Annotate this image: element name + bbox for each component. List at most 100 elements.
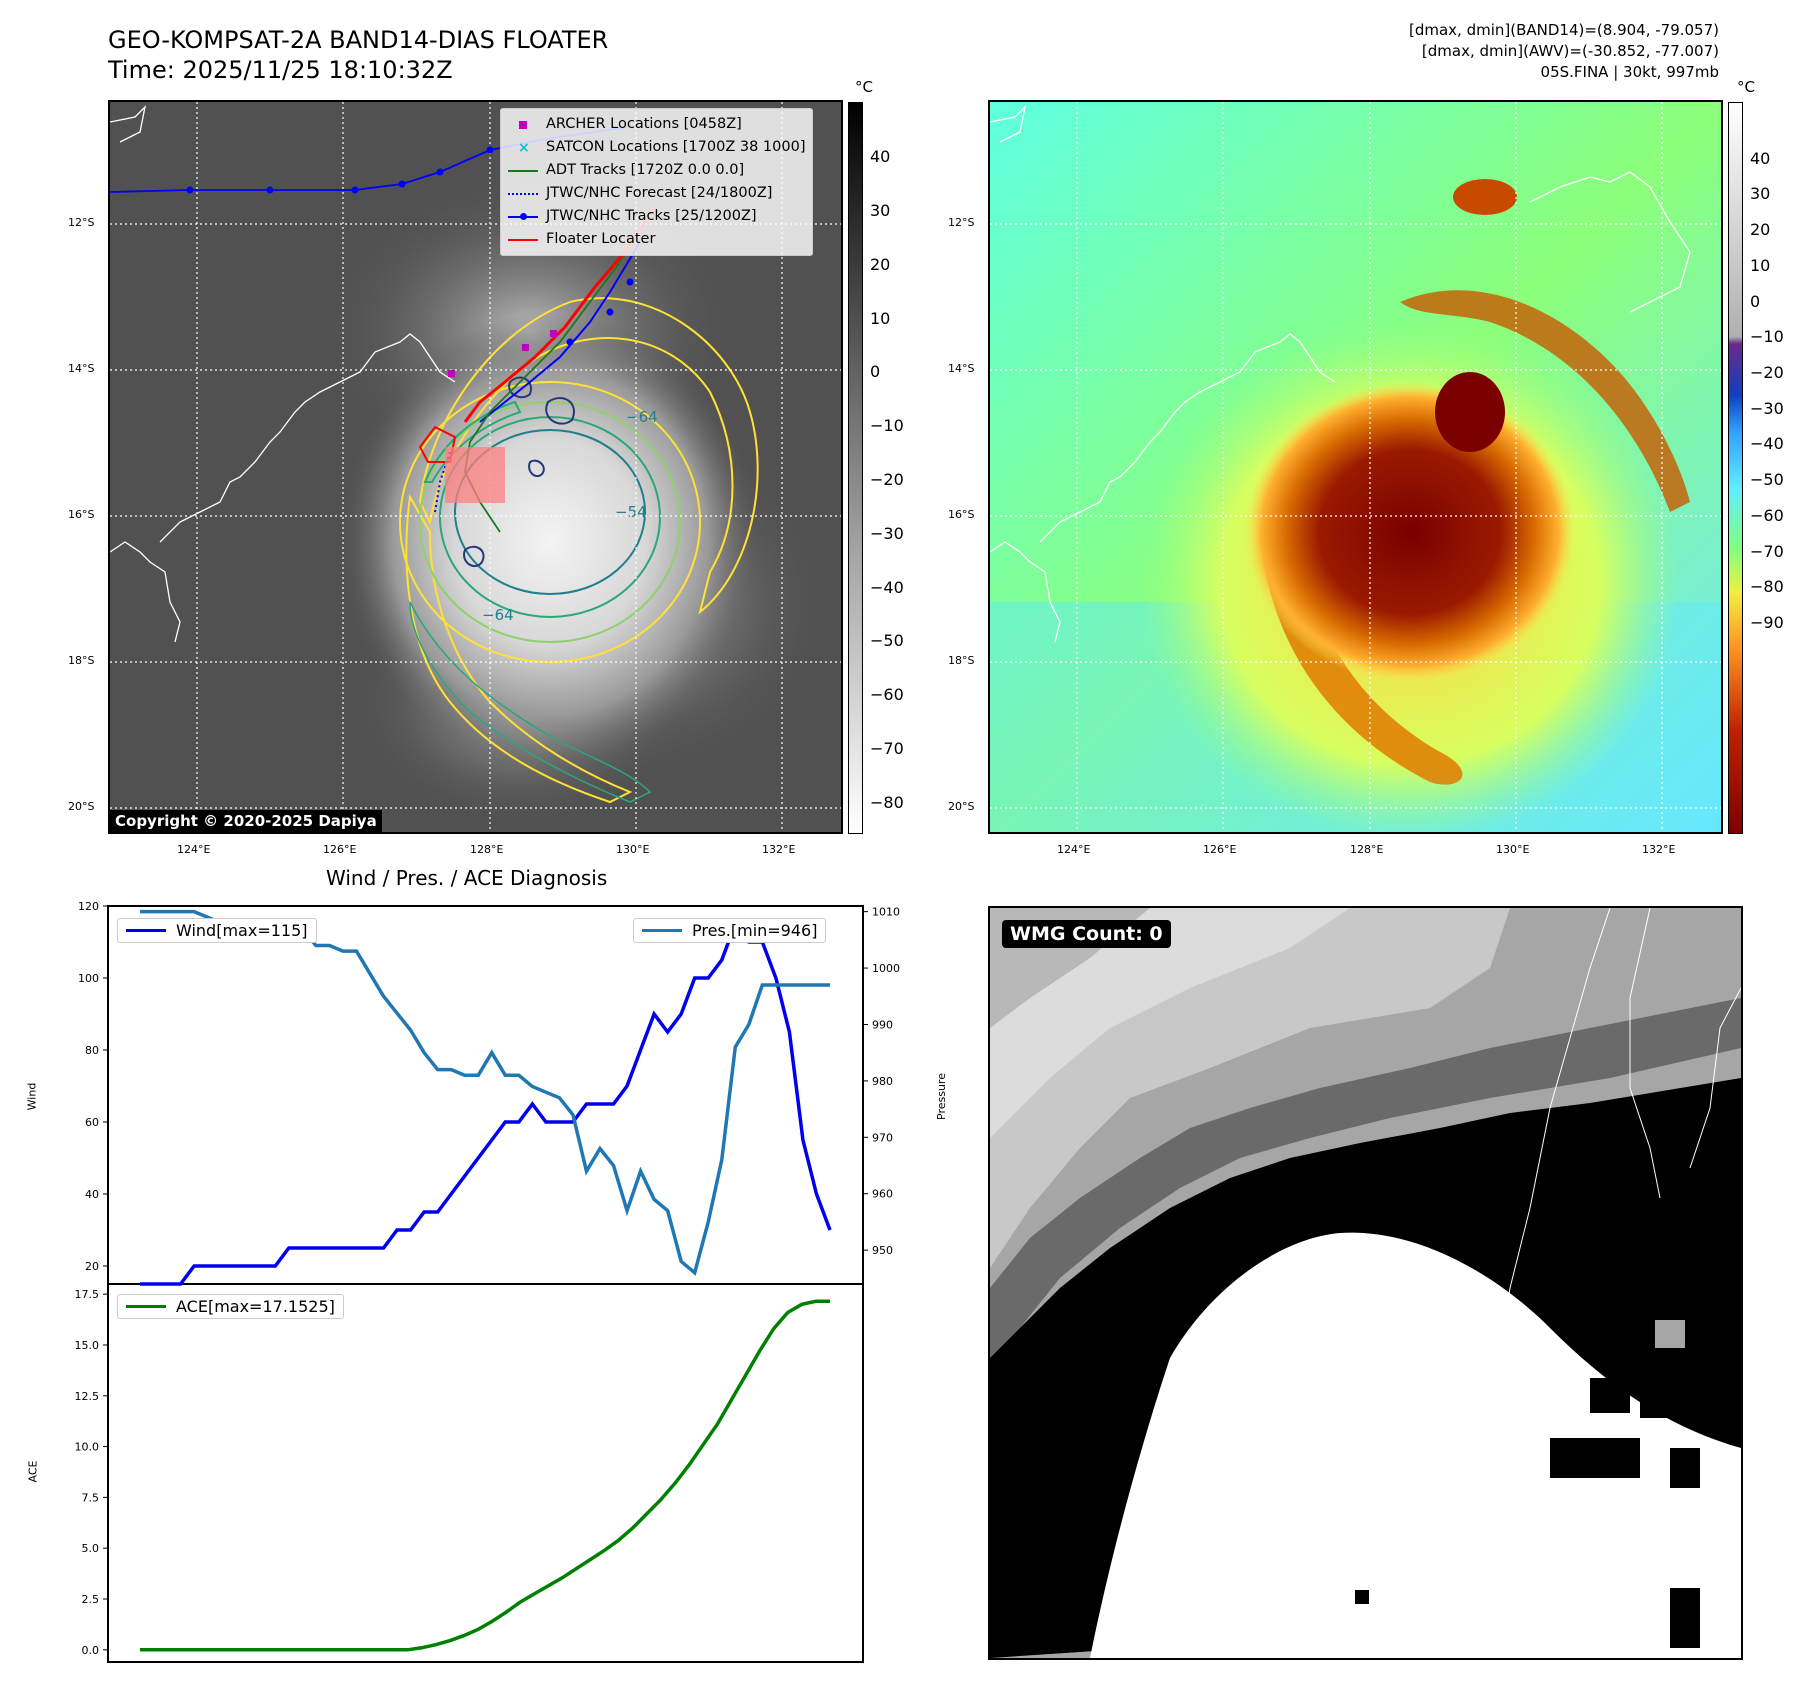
ace-tick-label: 0.0	[82, 1644, 100, 1657]
lon-tick: 128°E	[1350, 843, 1384, 856]
lat-tick: 12°S	[68, 216, 95, 229]
floater-box	[445, 447, 505, 503]
colorbar-tick: 20	[870, 254, 891, 274]
colorbar-tick: −40	[1750, 434, 1784, 454]
lon-tick: 130°E	[616, 843, 650, 856]
x-marker-icon: ×	[518, 139, 530, 156]
ace-series-line	[140, 1299, 830, 1652]
legend-label: JTWC/NHC Forecast [24/1800Z]	[546, 185, 773, 201]
lon-tick: 126°E	[323, 843, 357, 856]
lat-tick: 16°S	[68, 508, 95, 521]
pressure-series-line	[140, 909, 830, 1276]
solid-line-icon	[508, 233, 538, 247]
ace-legend-label: ACE[max=17.1525]	[176, 1297, 335, 1316]
colorbar-tick: −30	[1750, 398, 1784, 418]
line-dot-icon	[508, 210, 538, 224]
colorbar-tick: 10	[870, 308, 891, 328]
colorbar-tick: 30	[1750, 184, 1771, 204]
colorbar-tick: −50	[870, 631, 904, 651]
legend-label: Floater Locater	[546, 231, 656, 247]
lon-tick: 124°E	[1057, 843, 1091, 856]
dotted-line-icon	[508, 187, 538, 201]
legend-item-adt: ADT Tracks [1720Z 0.0 0.0]	[508, 159, 805, 182]
colorbar-tick: −50	[1750, 470, 1784, 490]
ace-legend: ACE[max=17.1525]	[117, 1294, 344, 1319]
lon-tick: 126°E	[1203, 843, 1237, 856]
legend-label: ARCHER Locations [0458Z]	[546, 116, 742, 132]
wind-tick-label: 20	[85, 1260, 99, 1273]
coastline	[110, 105, 456, 643]
lat-tick: 18°S	[948, 654, 975, 667]
lat-tick: 14°S	[948, 362, 975, 375]
ace-tick-label: 10.0	[75, 1441, 100, 1454]
info-band14: [dmax, dmin](BAND14)=(8.904, -79.057)	[1408, 21, 1719, 39]
pressure-tick-label: 960	[872, 1188, 893, 1201]
colorbar-tick: 30	[870, 200, 891, 220]
wmg-coastline	[1499, 908, 1741, 1349]
map-gridlines	[990, 102, 1721, 832]
square-marker-icon	[508, 118, 538, 132]
pressure-legend: Pres.[min=946]	[633, 918, 827, 943]
copyright-label: Copyright © 2020-2025 Dapiya	[110, 810, 382, 832]
info-awv: [dmax, dmin](AWV)=(-30.852, -77.007)	[1421, 42, 1719, 60]
pressure-tick-label: 980	[872, 1075, 893, 1088]
colorbar-tick: 10	[1750, 255, 1771, 275]
legend-item-jtwc-forecast: JTWC/NHC Forecast [24/1800Z]	[508, 182, 805, 205]
jtwc-track-points	[186, 146, 634, 346]
colorbar-tick: −80	[870, 792, 904, 812]
wmg-panel: WMG Count: 0	[988, 906, 1743, 1660]
figure-title-line1: GEO-KOMPSAT-2A BAND14-DIAS FLOATER	[108, 26, 609, 54]
awv-map-panel	[988, 100, 1723, 834]
wind-pressure-frame	[107, 905, 864, 1285]
colorbar-tick: −40	[870, 577, 904, 597]
colorbar-tick: 0	[1750, 291, 1761, 311]
pressure-line-icon	[642, 929, 682, 932]
colorbar-tick: −10	[1750, 327, 1784, 347]
wind-tick-label: 120	[78, 900, 99, 913]
solid-line-icon	[508, 164, 538, 178]
colorbar-tick: −70	[1750, 541, 1784, 561]
diagnosis-title: Wind / Pres. / ACE Diagnosis	[326, 866, 608, 890]
legend-item-archer: ARCHER Locations [0458Z]	[508, 113, 805, 136]
contour-label: −64	[482, 606, 514, 624]
colorbar-tick: 40	[870, 147, 891, 167]
colorbar-tick: −70	[870, 738, 904, 758]
jtwc-track-line	[479, 241, 641, 423]
ace-tick-label: 2.5	[82, 1593, 100, 1606]
colorbar-tick: 20	[1750, 220, 1771, 240]
lon-tick: 132°E	[762, 843, 796, 856]
floater-track-line	[463, 206, 657, 423]
ace-frame	[107, 1283, 864, 1663]
awv-colorbar	[1728, 102, 1743, 834]
colorbar-tick: −10	[870, 416, 904, 436]
legend-item-satcon: × SATCON Locations [1700Z 38 1000]	[508, 136, 805, 159]
ir-colorbar	[848, 102, 863, 834]
wind-legend: Wind[max=115]	[117, 918, 317, 943]
lat-tick: 20°S	[948, 800, 975, 813]
ace-tick-label: 5.0	[82, 1542, 100, 1555]
ace-tick-label: 15.0	[75, 1339, 100, 1352]
pressure-legend-label: Pres.[min=946]	[692, 921, 818, 940]
contour-label: −54	[615, 503, 647, 521]
wind-axis-label: Wind	[25, 1082, 39, 1111]
pressure-tick-label: 1000	[872, 962, 900, 975]
ir-legend: ARCHER Locations [0458Z] × SATCON Locati…	[500, 108, 814, 256]
wind-tick-label: 80	[85, 1044, 99, 1057]
lon-tick: 132°E	[1642, 843, 1676, 856]
colorbar-tick: −80	[1750, 577, 1784, 597]
ir-map-panel: −64 −54 −64	[108, 100, 843, 834]
lat-tick: 14°S	[68, 362, 95, 375]
ace-tick-label: 7.5	[82, 1491, 100, 1504]
lon-tick: 130°E	[1496, 843, 1530, 856]
legend-label: ADT Tracks [1720Z 0.0 0.0]	[546, 162, 745, 178]
colorbar-tick: −20	[870, 469, 904, 489]
colorbar-tick: −90	[1750, 613, 1784, 632]
awv-map-image	[990, 102, 1721, 832]
colorbar-tick: 0	[870, 362, 881, 382]
awv-colorbar-unit: °C	[1737, 78, 1755, 96]
ace-tick-label: 12.5	[75, 1390, 100, 1403]
colorbar-tick: −30	[870, 523, 904, 543]
contour-label: −64	[626, 408, 658, 426]
wind-tick-label: 100	[78, 972, 99, 985]
lon-tick: 128°E	[470, 843, 504, 856]
